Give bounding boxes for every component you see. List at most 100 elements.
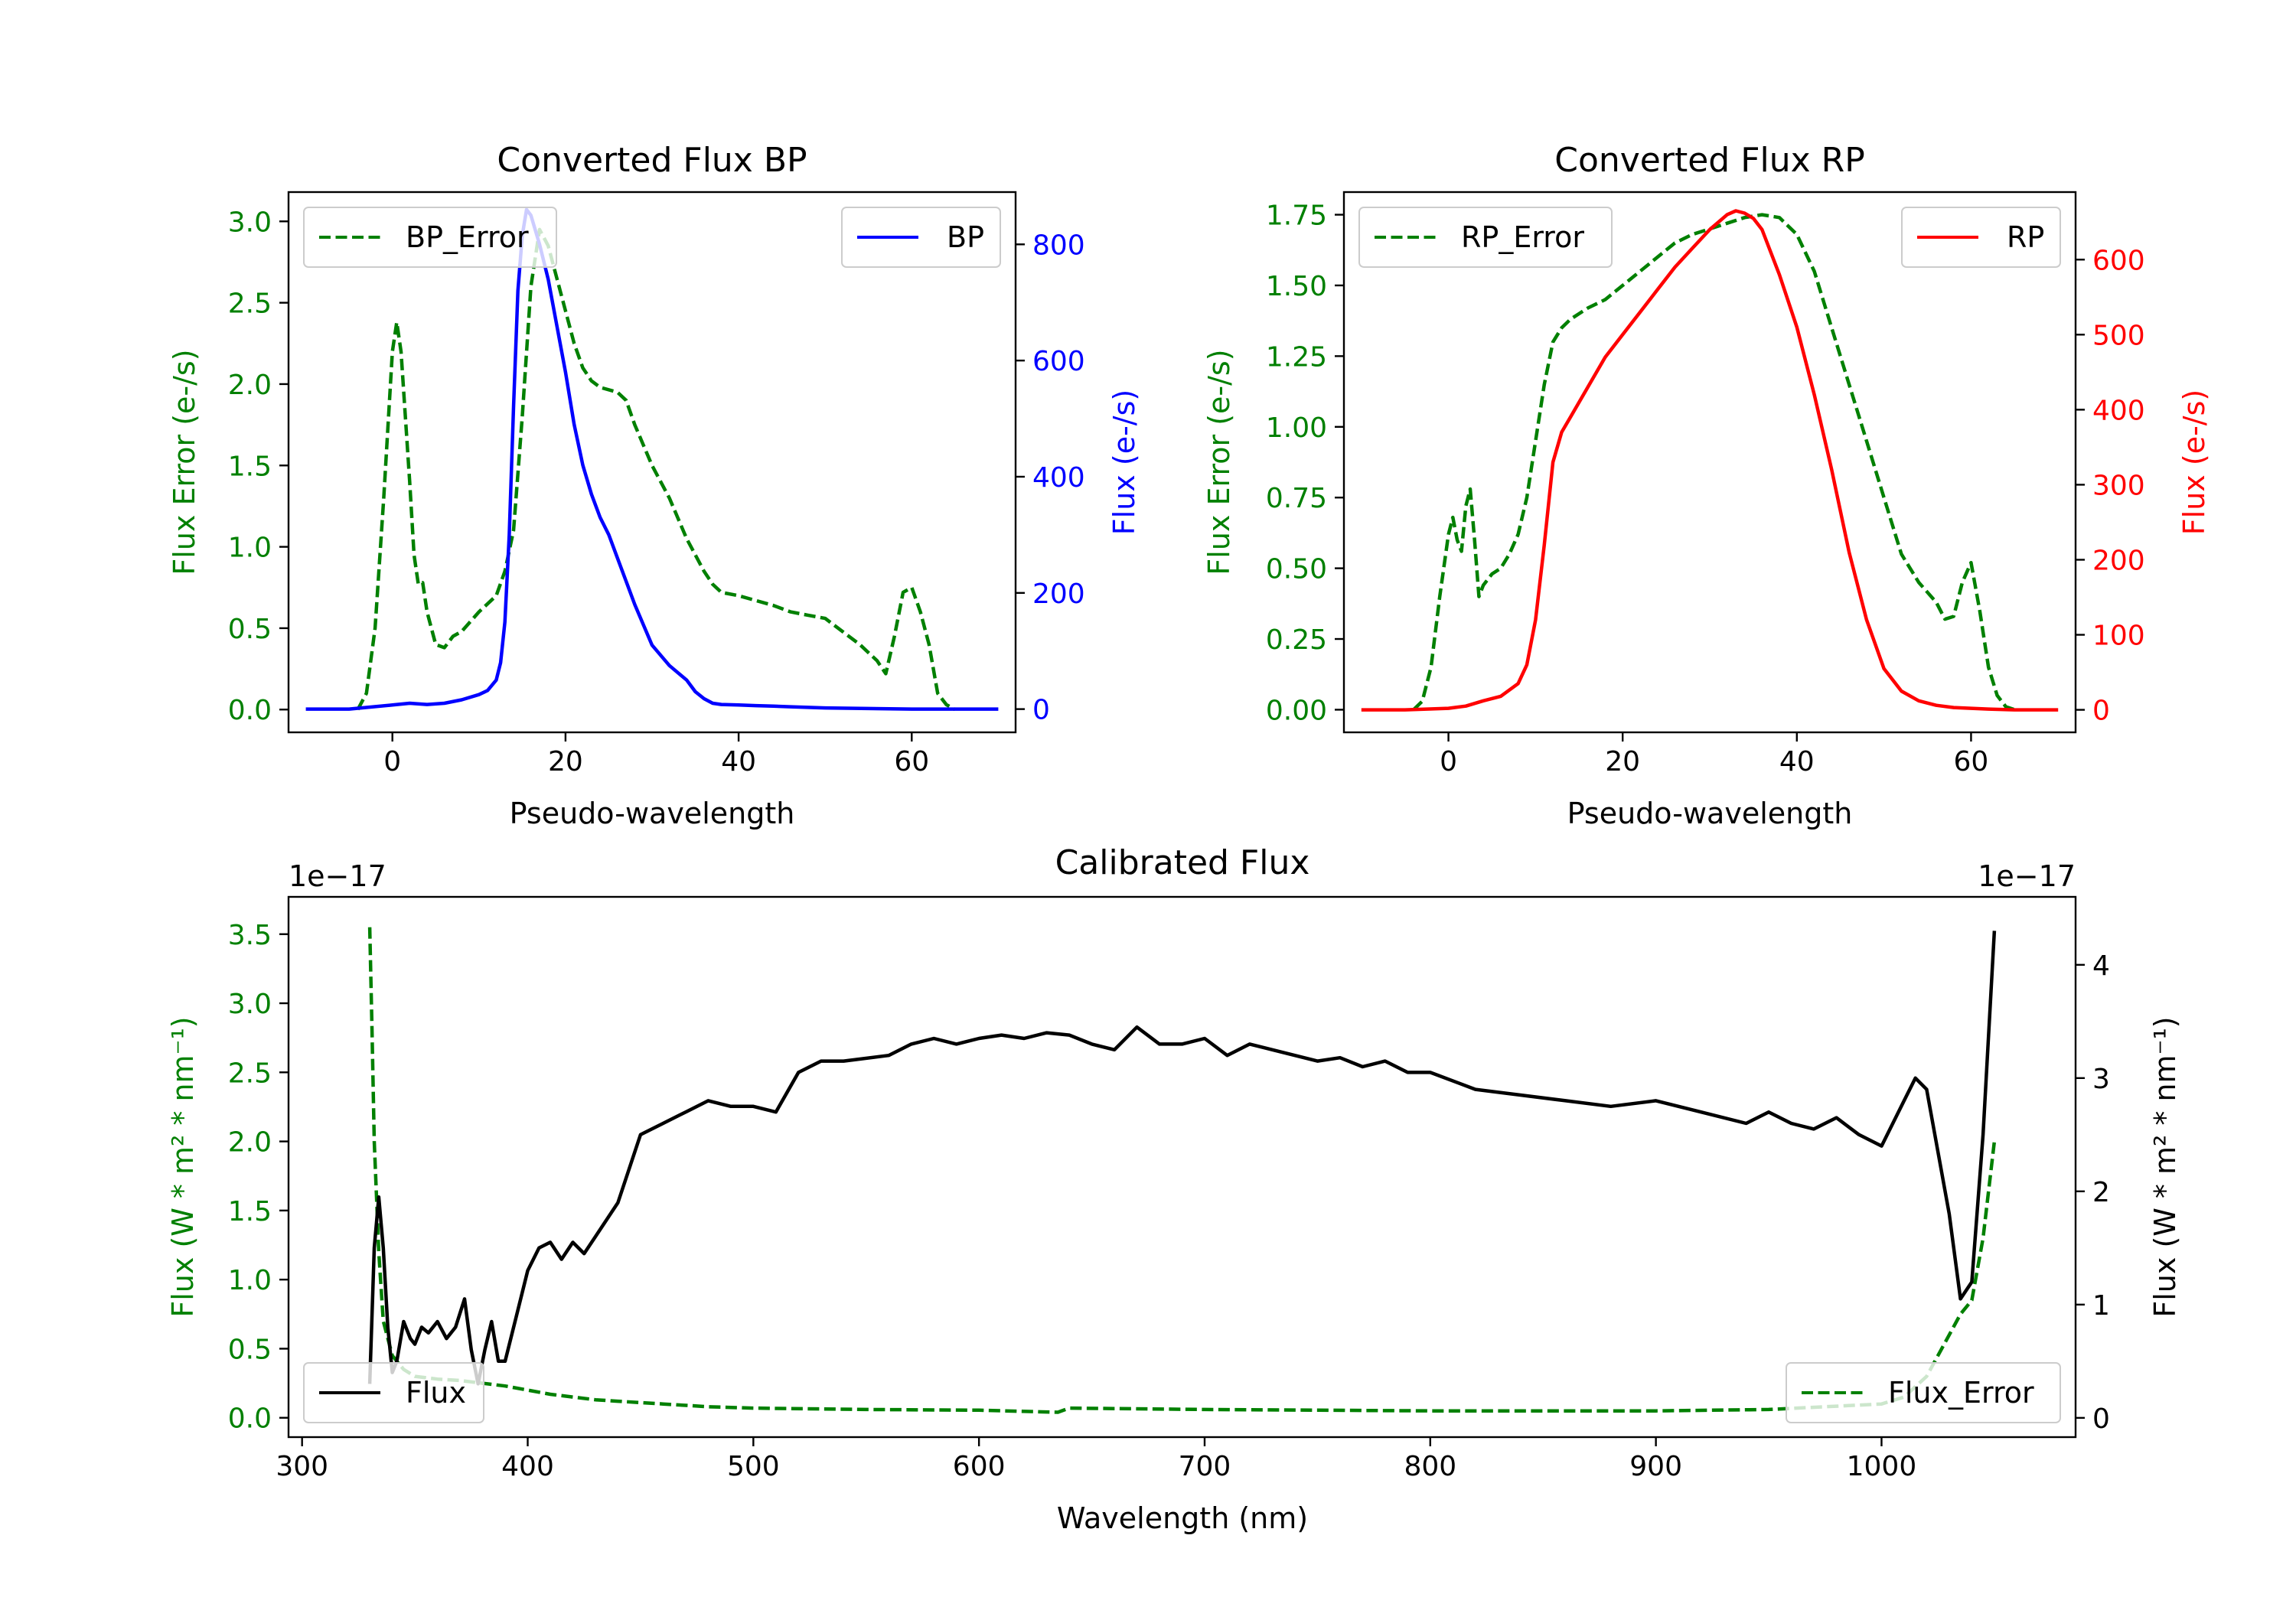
bp-plot [305,207,999,712]
rp-flux-line [1361,209,2059,712]
rp-series-rp [1361,209,2059,712]
bp-x-tick-label: 0 [383,746,401,777]
rp-xlabel: Pseudo-wavelength [1567,797,1853,830]
rp-legend-right-label: RP [2007,220,2044,254]
rp-x-ticks: 0 20 40 60 [1440,732,1988,777]
rp-y-left-tick-label: 1.75 [1266,200,1327,232]
rp-y-right-tick-label: 300 [2092,470,2145,501]
bp-panel: Converted Flux BP 0 20 40 60 0.0 0.5 1.0 1.5 2.… [168,141,1141,830]
bp-title: Converted Flux BP [497,141,807,180]
calibrated-y-left-tick-label: 0.0 [228,1403,272,1435]
rp-x-tick-label: 60 [1954,746,1989,777]
calibrated-y-left-tick-label: 1.0 [228,1265,272,1296]
calibrated-series-flux [367,931,1997,1386]
calibrated-y-left-tick-label: 1.5 [228,1196,272,1227]
calibrated-legend-right-label: Flux_Error [1888,1376,2034,1410]
bp-x-ticks: 0 20 40 60 [383,732,929,777]
calibrated-x-tick-label: 700 [1179,1451,1231,1482]
rp-legend-left-label: RP_Error [1461,220,1584,254]
bp-y-right-tick-label: 600 [1032,346,1085,377]
rp-y-left-tick-label: 0.50 [1266,554,1327,585]
rp-legend-right: RP [1901,207,2061,268]
bp-y-left-tick-label: 0.0 [228,695,272,726]
bp-legend-right: BP [841,207,1001,268]
rp-ylabel-right: Flux (e-/s) [2177,390,2211,535]
bp-y-left-tick-label: 3.0 [228,207,272,238]
rp-y-left-tick-label: 0.25 [1266,624,1327,656]
calibrated-x-tick-label: 400 [501,1451,554,1482]
rp-y-ticks-left: 0.00 0.25 0.50 0.75 1.00 1.25 1.50 1.75 [1266,200,1344,726]
bp-xlabel: Pseudo-wavelength [510,797,795,830]
calibrated-y-right-tick-label: 0 [2092,1403,2110,1435]
rp-ylabel-left: Flux Error (e-/s) [1202,349,1236,575]
calibrated-legend-right: Flux_Error [1786,1362,2061,1423]
bp-x-tick-label: 60 [894,746,929,777]
rp-plot [1361,209,2059,712]
calibrated-y-right-tick-label: 4 [2092,950,2110,982]
bp-x-tick-label: 40 [721,746,756,777]
calibrated-y-ticks-right: 0 1 2 3 4 [2076,950,2110,1435]
bp-legend-left: BP_Error [303,207,557,268]
calibrated-y-left-tick-label: 2.0 [228,1127,272,1159]
rp-y-ticks-right: 0 100 200 300 400 500 600 [2076,245,2145,727]
bp-series-bp [305,207,999,711]
rp-y-right-tick-label: 0 [2092,696,2110,727]
rp-y-left-tick-label: 0.00 [1266,695,1327,726]
calibrated-offset-right: 1e−17 [1978,859,2076,893]
rp-x-tick-label: 20 [1605,746,1640,777]
bp-y-left-tick-label: 1.0 [228,533,272,564]
bp-legend-right-label: BP [947,220,984,254]
rp-series-rp-error [1412,213,2016,712]
rp-error-line [1412,213,2016,712]
bp-y-ticks-right: 0 200 400 600 800 [1016,230,1085,726]
calibrated-title: Calibrated Flux [1055,843,1310,882]
rp-panel: Converted Flux RP 0 20 40 60 0.000.250.500.… [1202,141,2211,830]
rp-title: Converted Flux RP [1554,141,1865,180]
calibrated-y-left-tick-label: 3.0 [228,989,272,1020]
bp-x-tick-label: 20 [548,746,583,777]
calibrated-legend-left-label: Flux [406,1376,466,1410]
calibrated-y-left-tick-label: 0.5 [228,1334,272,1365]
bp-y-right-tick-label: 400 [1032,462,1085,494]
rp-y-right-tick-label: 600 [2092,245,2145,276]
calibrated-flux-line [367,931,1997,1386]
bp-y-left-tick-label: 2.0 [228,370,272,401]
bp-y-left-tick-label: 0.5 [228,614,272,645]
rp-x-tick-label: 40 [1779,746,1815,777]
calibrated-ylabel-right: Flux (W * m² * nm⁻¹) [2148,1016,2182,1317]
calibrated-x-tick-label: 300 [276,1451,328,1482]
bp-flux-line [305,207,999,711]
calibrated-x-tick-label: 600 [953,1451,1006,1482]
rp-y-right-tick-label: 200 [2092,545,2145,576]
calibrated-x-tick-label: 900 [1629,1451,1682,1482]
calibrated-ylabel-left: Flux (W * m² * nm⁻¹) [166,1016,200,1317]
bp-axes-frame [287,191,1017,734]
rp-x-tick-label: 0 [1440,746,1457,777]
calibrated-axes-frame [287,895,2077,1439]
calibrated-y-left-tick-label: 3.5 [228,920,272,951]
calibrated-y-right-tick-label: 3 [2092,1064,2110,1095]
calibrated-legend-left: Flux [303,1362,484,1423]
rp-y-left-tick-label: 1.25 [1266,341,1327,373]
bp-ylabel-right: Flux (e-/s) [1107,390,1141,535]
bp-error-line [356,227,956,712]
calibrated-x-tick-label: 800 [1404,1451,1456,1482]
calibrated-y-right-tick-label: 2 [2092,1177,2110,1208]
calibrated-x-ticks: 300 400 500 600 700 800 900 1000 [276,1437,1916,1482]
rp-y-right-tick-label: 100 [2092,621,2145,652]
bp-y-right-tick-label: 0 [1032,695,1050,726]
bp-ylabel-left: Flux Error (e-/s) [168,349,201,575]
calibrated-y-ticks-left: 0.0 0.5 1.0 1.5 2.0 2.5 3.0 3.5 [228,920,289,1435]
rp-y-left-tick-label: 1.50 [1266,271,1327,302]
bp-y-left-tick-label: 2.5 [228,288,272,320]
calibrated-offset-left: 1e−17 [289,859,386,893]
calibrated-panel: Calibrated Flux 300 400 500 600 700 800 900 100… [166,843,2182,1535]
rp-y-left-tick-label: 0.75 [1266,483,1327,514]
bp-y-right-tick-label: 800 [1032,230,1085,261]
calibrated-y-left-tick-label: 2.5 [228,1058,272,1089]
calibrated-x-tick-label: 500 [727,1451,780,1482]
calibrated-y-right-tick-label: 1 [2092,1290,2110,1322]
rp-y-left-tick-label: 1.00 [1266,412,1327,444]
rp-axes-frame [1342,191,2077,734]
